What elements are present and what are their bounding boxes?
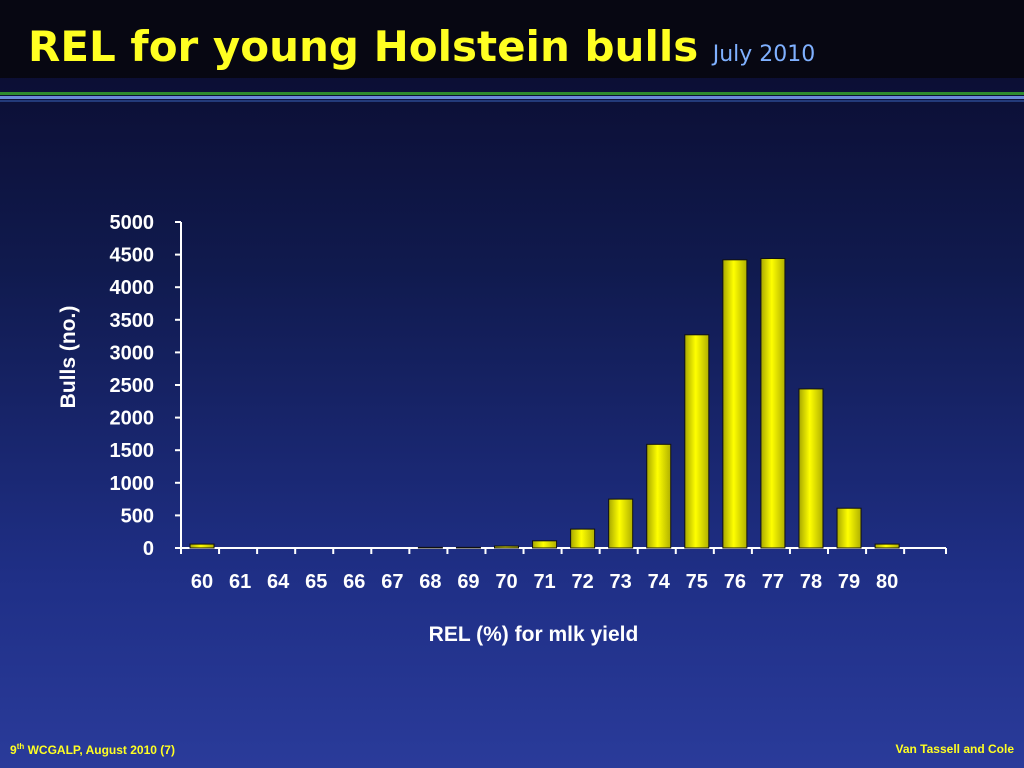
x-tick-label: 74 <box>648 571 671 593</box>
x-tick-label: 68 <box>419 571 441 593</box>
x-tick-label: 72 <box>572 571 594 593</box>
footer-ordinal: th <box>16 742 25 751</box>
x-tick-label: 61 <box>229 571 251 593</box>
slide-title-block: REL for young Holstein bulls July 2010 <box>28 22 815 71</box>
y-tick-label: 4500 <box>110 245 155 267</box>
divider-green <box>0 92 1024 95</box>
bar <box>189 543 215 549</box>
bar <box>722 259 748 549</box>
x-tick-label: 67 <box>381 571 403 593</box>
x-tick-label: 71 <box>533 571 555 593</box>
x-tick-label: 75 <box>686 571 708 593</box>
divider-blue <box>0 96 1024 99</box>
y-tick-label: 4000 <box>110 277 155 299</box>
bar <box>684 334 710 549</box>
y-tick-label: 500 <box>121 505 154 527</box>
bar <box>836 507 862 549</box>
x-axis-title: REL (%) for mlk yield <box>429 623 639 646</box>
footer-conference-text: WCGALP, August 2010 (7) <box>24 743 175 757</box>
y-tick-label: 5000 <box>110 212 155 234</box>
x-tick-label: 69 <box>457 571 479 593</box>
bar <box>417 546 443 549</box>
y-tick-label: 1500 <box>110 440 155 462</box>
title-bar <box>0 0 1024 78</box>
footer-number: 9 <box>10 743 17 757</box>
bar <box>608 498 634 549</box>
bar <box>760 258 786 549</box>
y-tick-label: 3000 <box>110 342 155 364</box>
x-tick-label: 73 <box>610 571 632 593</box>
bar <box>570 528 596 549</box>
bar <box>455 546 481 549</box>
x-tick-label: 64 <box>267 571 290 593</box>
x-tick-label: 60 <box>191 571 213 593</box>
y-tick-label: 1000 <box>110 473 155 495</box>
x-tick-label: 66 <box>343 571 365 593</box>
x-tick-label: 78 <box>800 571 822 593</box>
bar <box>874 543 900 549</box>
y-tick-label: 2500 <box>110 375 155 397</box>
slide-title: REL for young Holstein bulls <box>28 22 699 71</box>
x-tick-label: 65 <box>305 571 327 593</box>
x-tick-label: 79 <box>838 571 860 593</box>
bar <box>646 443 672 549</box>
y-axis-title: Bulls (no.) <box>57 306 80 409</box>
slide-subtitle: July 2010 <box>712 42 816 67</box>
divider-dark <box>0 100 1024 102</box>
y-tick-label: 0 <box>143 538 154 560</box>
x-tick-label: 76 <box>724 571 746 593</box>
x-tick-label: 77 <box>762 571 784 593</box>
bar <box>798 388 824 549</box>
footer-conference: 9th WCGALP, August 2010 (7) <box>10 742 175 757</box>
bar <box>532 540 558 549</box>
y-tick-label: 2000 <box>110 408 155 430</box>
x-tick-label: 70 <box>495 571 517 593</box>
bar <box>494 545 520 549</box>
footer-authors: Van Tassell and Cole <box>895 742 1015 756</box>
y-tick-label: 3500 <box>110 310 155 332</box>
x-tick-label: 80 <box>876 571 898 593</box>
